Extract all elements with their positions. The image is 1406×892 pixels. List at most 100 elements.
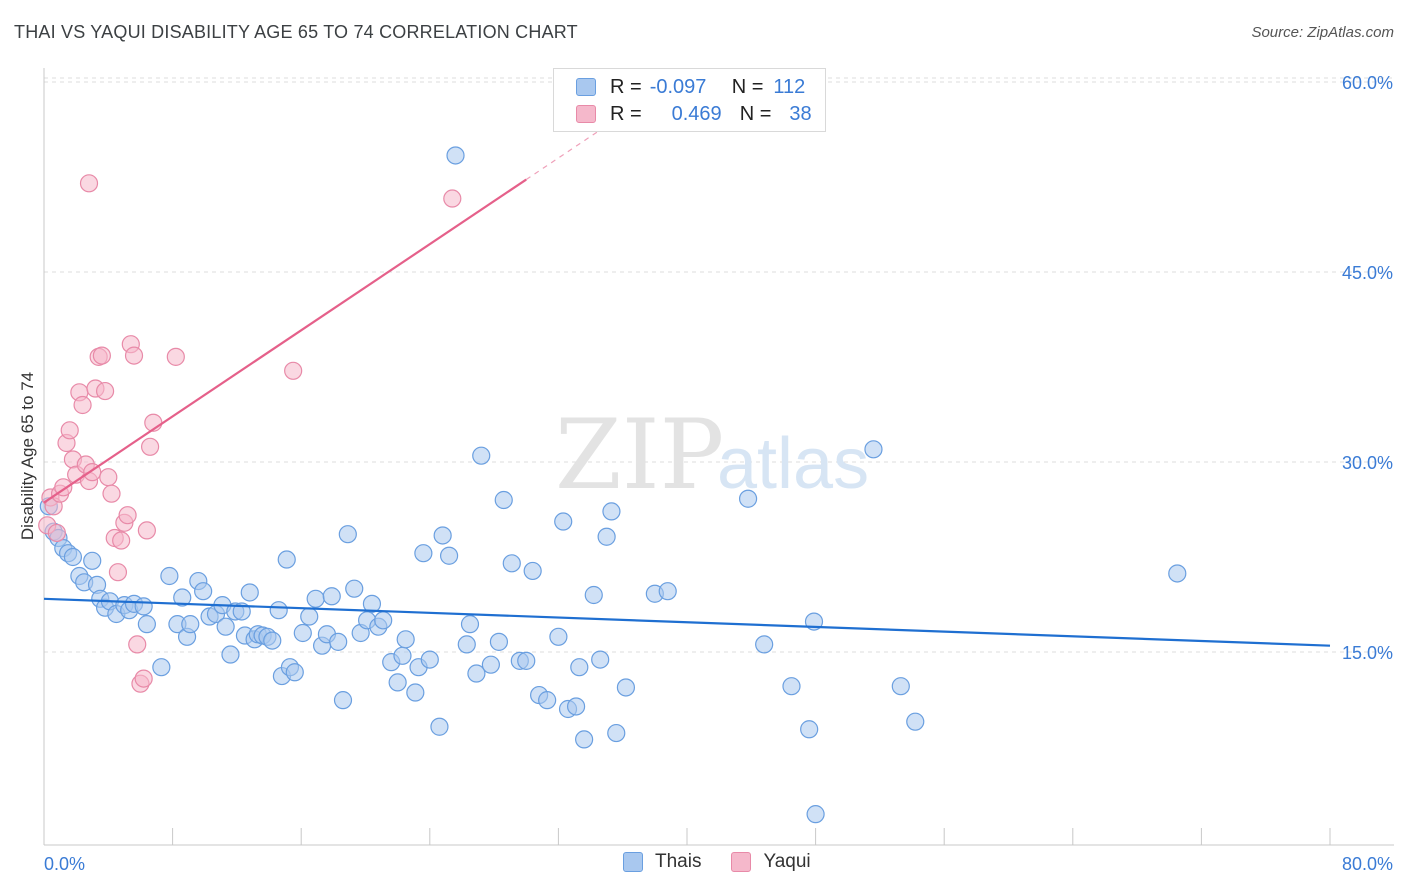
thais-point — [800, 720, 819, 739]
thais-point — [263, 631, 282, 650]
x-tick-labels: 0.0% 80.0% — [44, 854, 1393, 874]
thais-point — [658, 582, 677, 601]
y-tick-labels: 15.0% 30.0% 45.0% 60.0% — [1342, 73, 1393, 663]
thais-point — [755, 635, 774, 654]
thais-point — [494, 490, 513, 510]
x-tick-label-min: 0.0% — [44, 854, 85, 874]
thais-point — [216, 617, 235, 636]
thais-point — [433, 526, 452, 545]
thais-point — [345, 579, 364, 598]
thais-point — [63, 547, 83, 567]
thais-point — [285, 663, 304, 682]
thais-swatch — [576, 78, 596, 96]
thais-point — [738, 489, 758, 508]
series-legend: Thais Yaqui — [623, 851, 841, 873]
thais-point — [489, 632, 509, 651]
thais-point — [472, 446, 491, 465]
thais-point — [1168, 564, 1187, 583]
thais-point — [906, 712, 925, 731]
yaqui-legend-swatch — [731, 852, 752, 872]
axes — [43, 68, 1394, 846]
thais-legend-swatch — [623, 852, 643, 872]
thais-point — [430, 717, 449, 736]
thais-point — [293, 623, 312, 643]
watermark-atlas: atlas — [717, 424, 869, 504]
thais-point — [137, 615, 156, 634]
yaqui-point — [99, 468, 118, 487]
source-label: Source: ZipAtlas.com — [1251, 24, 1394, 41]
yaqui-r-label: R = — [610, 102, 642, 125]
yaqui-legend-label: Yaqui — [763, 851, 811, 872]
thais-point — [864, 440, 883, 459]
legend-item-thais[interactable]: Thais — [623, 851, 701, 873]
yaqui-points — [38, 174, 462, 693]
y-tick-label: 15.0% — [1342, 643, 1393, 663]
thais-point — [591, 650, 610, 669]
x-tick-label-max: 80.0% — [1342, 854, 1393, 874]
thais-point — [194, 582, 213, 601]
y-tick-label: 45.0% — [1342, 263, 1393, 283]
yaqui-point — [102, 484, 121, 503]
thais-point — [420, 650, 439, 669]
thais-point — [584, 585, 603, 605]
thais-point — [388, 673, 407, 692]
thais-point — [602, 502, 621, 521]
yaqui-point — [60, 421, 79, 440]
yaqui-point — [47, 523, 66, 543]
thais-point — [782, 677, 801, 696]
thais-point — [806, 805, 825, 824]
thais-point — [300, 607, 319, 626]
thais-point — [570, 658, 589, 677]
thais-point — [83, 551, 102, 570]
yaqui-r-value: 0.469 — [671, 102, 722, 125]
thais-point — [891, 677, 910, 696]
thais-point — [517, 651, 536, 670]
legend-item-yaqui[interactable]: Yaqui — [731, 851, 811, 873]
legend-row-yaqui: R = 0.469 N = 38 — [576, 101, 812, 127]
thais-point — [338, 525, 357, 544]
thais-point — [134, 597, 153, 616]
yaqui-point — [92, 346, 111, 365]
thais-point — [502, 554, 521, 573]
thais-point — [616, 678, 636, 697]
yaqui-point — [284, 361, 303, 380]
yaqui-point — [134, 669, 153, 688]
thais-point — [396, 630, 415, 649]
yaqui-point — [73, 395, 92, 415]
thais-point — [374, 611, 393, 630]
thais-point — [481, 655, 500, 674]
thais-trend-line — [43, 597, 1331, 647]
yaqui-point — [112, 531, 131, 550]
thais-point — [538, 691, 557, 710]
trend-lines — [43, 114, 1331, 647]
legend-row-thais: R = -0.097 N = 112 — [576, 74, 805, 100]
thais-point — [607, 723, 626, 743]
yaqui-point — [118, 506, 137, 525]
thais-point — [523, 561, 542, 581]
thais-point — [414, 544, 433, 563]
thais-n-value: 112 — [773, 75, 806, 98]
thais-point — [554, 512, 573, 531]
yaqui-point — [124, 346, 144, 365]
thais-point — [322, 587, 341, 606]
thais-point — [221, 645, 240, 664]
thais-point — [329, 632, 348, 651]
grid-lines — [44, 77, 1394, 653]
correlation-legend: R = -0.097 N = 112 R = 0.469 N = 38 — [553, 68, 826, 132]
yaqui-point — [128, 635, 147, 654]
thais-point — [362, 594, 382, 613]
thais-point — [393, 646, 412, 665]
yaqui-swatch — [576, 105, 596, 123]
thais-point — [333, 691, 353, 710]
chart-title: THAI VS YAQUI DISABILITY AGE 65 TO 74 CO… — [14, 22, 578, 42]
thais-point — [549, 627, 568, 646]
yaqui-point — [95, 381, 115, 401]
yaqui-point — [137, 521, 156, 540]
thais-point — [460, 615, 480, 634]
thais-point — [439, 546, 459, 565]
thais-legend-label: Thais — [655, 851, 702, 872]
thais-point — [575, 730, 594, 749]
yaqui-point — [140, 437, 160, 456]
